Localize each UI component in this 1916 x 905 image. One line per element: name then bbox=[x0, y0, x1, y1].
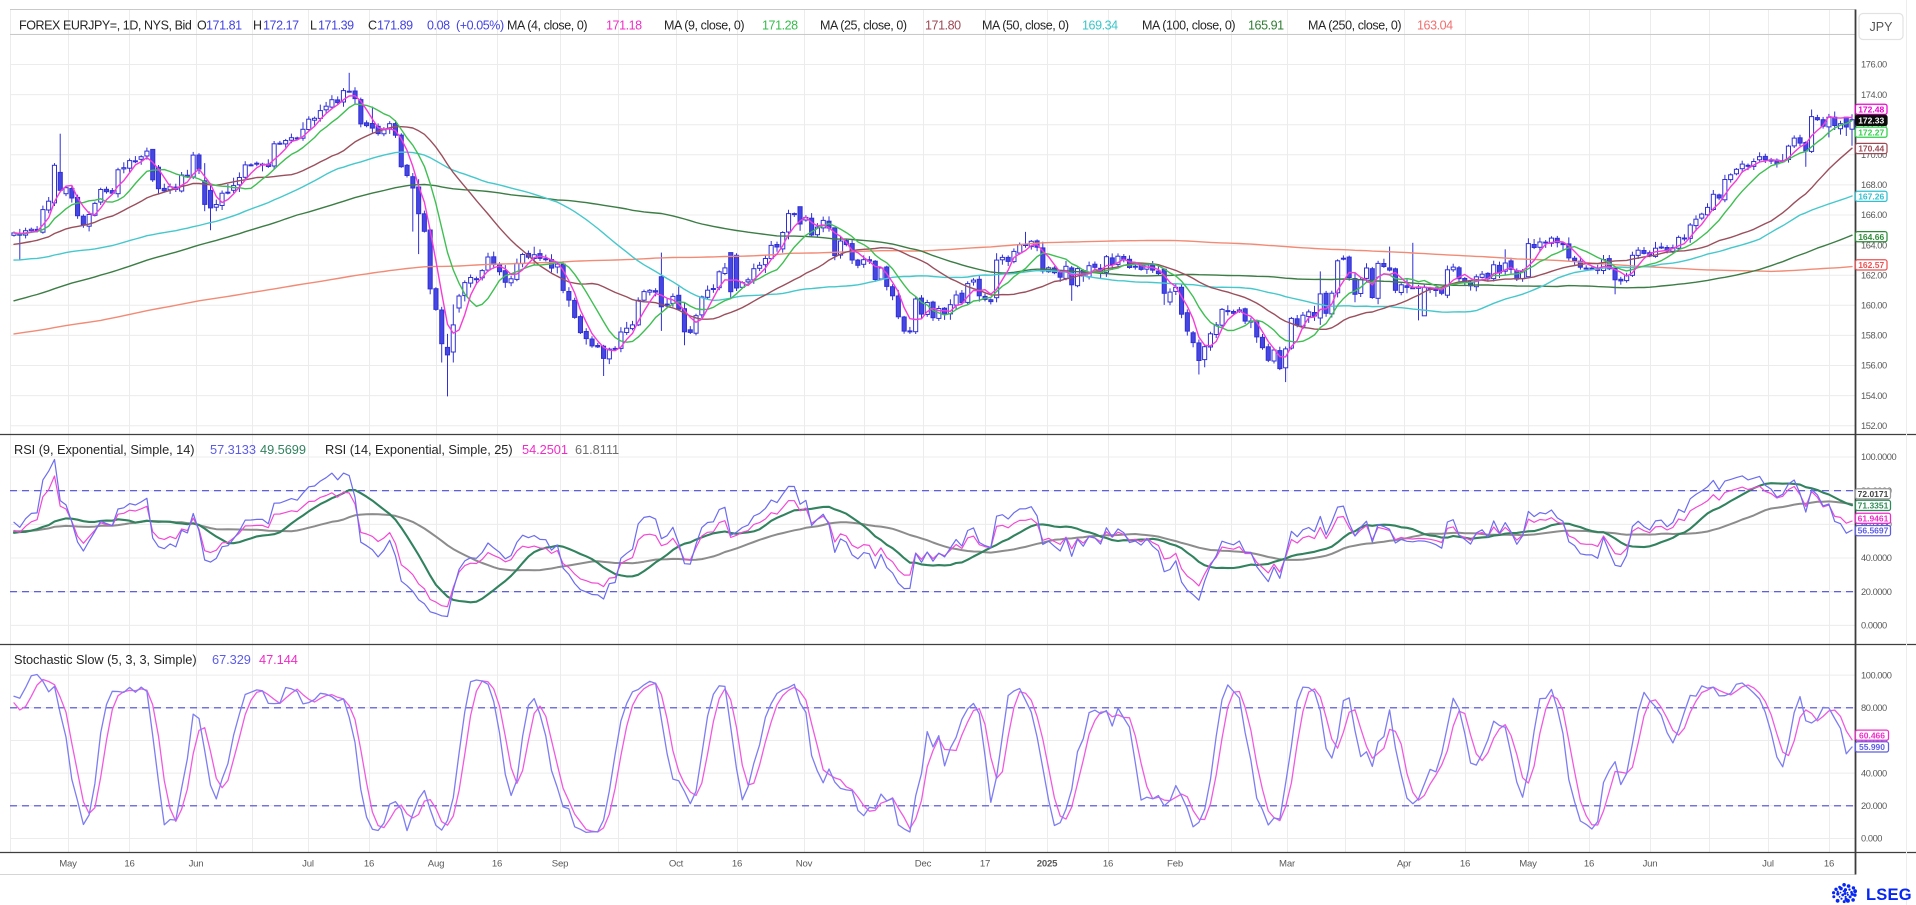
svg-text:158.00: 158.00 bbox=[1861, 331, 1887, 341]
svg-text:60.0000: 60.0000 bbox=[1861, 520, 1892, 530]
svg-text:61.8111: 61.8111 bbox=[575, 442, 619, 457]
svg-text:160.00: 160.00 bbox=[1861, 301, 1887, 311]
svg-text:55.990: 55.990 bbox=[1859, 742, 1885, 752]
svg-text:2025: 2025 bbox=[1037, 859, 1058, 870]
svg-text:Jul: Jul bbox=[302, 859, 314, 870]
svg-text:16: 16 bbox=[1460, 859, 1470, 870]
svg-text:164.00: 164.00 bbox=[1861, 240, 1887, 250]
svg-text:16: 16 bbox=[492, 859, 502, 870]
svg-text:MA (4, close, 0): MA (4, close, 0) bbox=[507, 19, 587, 33]
svg-text:171.28: 171.28 bbox=[762, 19, 798, 33]
svg-text:163.04: 163.04 bbox=[1417, 19, 1453, 33]
svg-text:171.81: 171.81 bbox=[206, 19, 242, 33]
svg-text:40.0000: 40.0000 bbox=[1861, 553, 1892, 563]
svg-text:172.27: 172.27 bbox=[1858, 127, 1884, 137]
svg-text:170.00: 170.00 bbox=[1861, 150, 1887, 160]
svg-text:JPY: JPY bbox=[1870, 20, 1894, 34]
svg-text:Jul: Jul bbox=[1762, 859, 1774, 870]
svg-text:RSI (9, Exponential, Simple, 1: RSI (9, Exponential, Simple, 14) bbox=[14, 442, 195, 457]
svg-text:57.3133: 57.3133 bbox=[210, 442, 256, 457]
svg-text:162.00: 162.00 bbox=[1861, 270, 1887, 280]
svg-text:169.34: 169.34 bbox=[1082, 19, 1118, 33]
svg-text:72.0171: 72.0171 bbox=[1858, 489, 1889, 499]
svg-text:16: 16 bbox=[1584, 859, 1594, 870]
svg-text:47.144: 47.144 bbox=[259, 652, 298, 667]
svg-text:40.000: 40.000 bbox=[1861, 768, 1887, 778]
svg-text:172.17: 172.17 bbox=[263, 19, 299, 33]
svg-text:80.000: 80.000 bbox=[1861, 703, 1887, 713]
svg-text:H: H bbox=[253, 19, 262, 33]
svg-text:MA (250, close, 0): MA (250, close, 0) bbox=[1308, 19, 1401, 33]
svg-text:54.2501: 54.2501 bbox=[522, 442, 568, 457]
svg-text:May: May bbox=[59, 859, 77, 870]
svg-text:0.0000: 0.0000 bbox=[1861, 621, 1887, 631]
svg-text:Feb: Feb bbox=[1167, 859, 1183, 870]
svg-text:16: 16 bbox=[732, 859, 742, 870]
svg-text:0.08: 0.08 bbox=[427, 19, 450, 33]
svg-text:67.329: 67.329 bbox=[212, 652, 251, 667]
svg-text:61.9461: 61.9461 bbox=[1858, 513, 1889, 523]
svg-text:168.00: 168.00 bbox=[1861, 180, 1887, 190]
svg-text:FOREX EURJPY=, 1D, NYS, Bid: FOREX EURJPY=, 1D, NYS, Bid bbox=[19, 19, 192, 33]
svg-text:MA (50, close, 0): MA (50, close, 0) bbox=[982, 19, 1069, 33]
svg-text:20.000: 20.000 bbox=[1861, 801, 1887, 811]
svg-text:MA (9, close, 0): MA (9, close, 0) bbox=[664, 19, 744, 33]
svg-text:Nov: Nov bbox=[796, 859, 813, 870]
svg-text:16: 16 bbox=[364, 859, 374, 870]
svg-text:71.3351: 71.3351 bbox=[1858, 501, 1889, 511]
svg-text:156.00: 156.00 bbox=[1861, 361, 1887, 371]
svg-text:171.89: 171.89 bbox=[377, 19, 413, 33]
svg-text:16: 16 bbox=[1103, 859, 1113, 870]
svg-text:172.48: 172.48 bbox=[1858, 104, 1884, 114]
svg-text:165.91: 165.91 bbox=[1248, 19, 1284, 33]
svg-text:O: O bbox=[197, 19, 207, 33]
svg-text:162.57: 162.57 bbox=[1858, 260, 1884, 270]
svg-text:(+0.05%): (+0.05%) bbox=[456, 19, 504, 33]
svg-text:MA (100, close, 0): MA (100, close, 0) bbox=[1142, 19, 1235, 33]
svg-text:Mar: Mar bbox=[1279, 859, 1296, 870]
svg-text:171.18: 171.18 bbox=[606, 19, 642, 33]
svg-text:170.44: 170.44 bbox=[1858, 144, 1884, 154]
svg-text:Sep: Sep bbox=[552, 859, 568, 870]
svg-text:60.466: 60.466 bbox=[1859, 730, 1885, 740]
svg-text:171.39: 171.39 bbox=[318, 19, 354, 33]
svg-text:L: L bbox=[310, 19, 317, 33]
svg-text:154.00: 154.00 bbox=[1861, 391, 1887, 401]
svg-text:167.26: 167.26 bbox=[1858, 191, 1884, 201]
svg-text:49.5699: 49.5699 bbox=[260, 442, 306, 457]
svg-text:152.00: 152.00 bbox=[1861, 421, 1887, 431]
svg-text:166.00: 166.00 bbox=[1861, 210, 1887, 220]
svg-text:16: 16 bbox=[124, 859, 134, 870]
svg-text:172.33: 172.33 bbox=[1858, 115, 1884, 125]
svg-text:17: 17 bbox=[980, 859, 990, 870]
svg-text:16: 16 bbox=[1824, 859, 1834, 870]
svg-text:RSI (14, Exponential, Simple,: RSI (14, Exponential, Simple, 25) bbox=[325, 442, 513, 457]
svg-text:0.000: 0.000 bbox=[1861, 834, 1882, 844]
svg-text:C: C bbox=[368, 19, 377, 33]
svg-text:Apr: Apr bbox=[1397, 859, 1412, 870]
svg-text:Jun: Jun bbox=[189, 859, 204, 870]
svg-text:56.5697: 56.5697 bbox=[1858, 526, 1889, 536]
svg-text:100.0000: 100.0000 bbox=[1861, 452, 1896, 462]
svg-text:100.000: 100.000 bbox=[1861, 670, 1892, 680]
svg-text:Oct: Oct bbox=[669, 859, 684, 870]
svg-text:Aug: Aug bbox=[428, 859, 444, 870]
svg-text:164.66: 164.66 bbox=[1858, 232, 1884, 242]
svg-text:176.00: 176.00 bbox=[1861, 60, 1887, 70]
svg-text:Dec: Dec bbox=[915, 859, 932, 870]
svg-text:20.0000: 20.0000 bbox=[1861, 587, 1892, 597]
svg-text:174.00: 174.00 bbox=[1861, 90, 1887, 100]
svg-text:171.80: 171.80 bbox=[925, 19, 961, 33]
svg-text:Jun: Jun bbox=[1643, 859, 1658, 870]
svg-text:MA (25, close, 0): MA (25, close, 0) bbox=[820, 19, 907, 33]
svg-text:LSEG: LSEG bbox=[1866, 886, 1912, 904]
svg-text:Stochastic Slow (5, 3, 3, Simp: Stochastic Slow (5, 3, 3, Simple) bbox=[14, 652, 197, 667]
svg-text:May: May bbox=[1519, 859, 1537, 870]
